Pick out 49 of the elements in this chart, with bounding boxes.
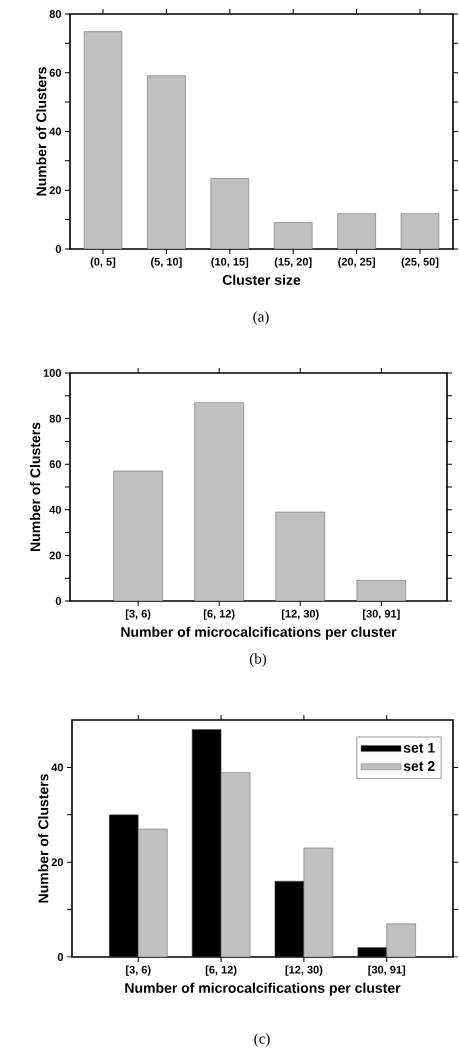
- text: (a): [253, 311, 269, 325]
- y-tick-label: 0: [58, 953, 64, 961]
- x-tick-label: [3, 6): [126, 609, 151, 620]
- x-axis-title: Cluster size: [223, 274, 301, 285]
- y-tick-label: 20: [49, 551, 62, 560]
- bar: [337, 213, 377, 249]
- bar: [147, 75, 186, 249]
- x-tick-label: (5, 10]: [151, 257, 182, 268]
- text: (c): [254, 1033, 270, 1047]
- y-tick-label: 100: [44, 369, 62, 377]
- y-tick-label: 40: [49, 505, 62, 514]
- y-axis-title: Number of Clusters: [30, 422, 41, 552]
- bar: [274, 222, 313, 249]
- bar: [275, 511, 326, 601]
- x-tick-label: [12, 30): [282, 609, 319, 620]
- y-tick-label: 80: [49, 414, 62, 423]
- bar: [83, 31, 123, 249]
- y-tick-label: 20: [51, 858, 64, 867]
- text: (b): [250, 653, 267, 667]
- bar: [401, 213, 440, 249]
- x-tick-label: [6, 12): [204, 609, 235, 620]
- x-tick-label: [6, 12): [206, 965, 237, 976]
- x-tick-label: [30, 91]: [363, 609, 400, 620]
- x-tick-label: [3, 6): [126, 965, 151, 976]
- legend-label: set 2: [403, 761, 435, 772]
- x-tick-label: [30, 91]: [368, 965, 406, 976]
- y-tick-label: 80: [49, 10, 62, 18]
- y-tick-label: 20: [49, 186, 62, 195]
- x-tick-label: (0, 5]: [90, 257, 116, 268]
- x-axis-title: Number of microcalcifications per cluster: [121, 626, 397, 640]
- y-axis-title: Number of Clusters: [38, 774, 49, 903]
- y-tick-label: 60: [49, 460, 62, 469]
- y-tick-label: 0: [56, 597, 62, 605]
- y-tick-label: 40: [51, 763, 64, 772]
- bar: [210, 178, 250, 249]
- x-axis-title: Number of microcalcifications per cluster: [125, 982, 401, 996]
- x-tick-label: [12, 30): [285, 965, 323, 976]
- x-tick-label: (20, 25]: [338, 257, 376, 268]
- y-tick-label: 40: [49, 127, 62, 136]
- x-tick-label: (25, 50]: [401, 257, 439, 268]
- y-tick-label: 0: [56, 245, 62, 253]
- legend-label: set 1: [403, 742, 436, 753]
- y-tick-label: 60: [49, 68, 62, 77]
- bar: [194, 402, 245, 601]
- y-axis-title: Number of Clusters: [36, 67, 47, 196]
- x-tick-label: (10, 15]: [211, 257, 249, 268]
- x-tick-label: (15, 20]: [275, 257, 312, 268]
- bar: [356, 580, 407, 601]
- bar: [113, 470, 164, 601]
